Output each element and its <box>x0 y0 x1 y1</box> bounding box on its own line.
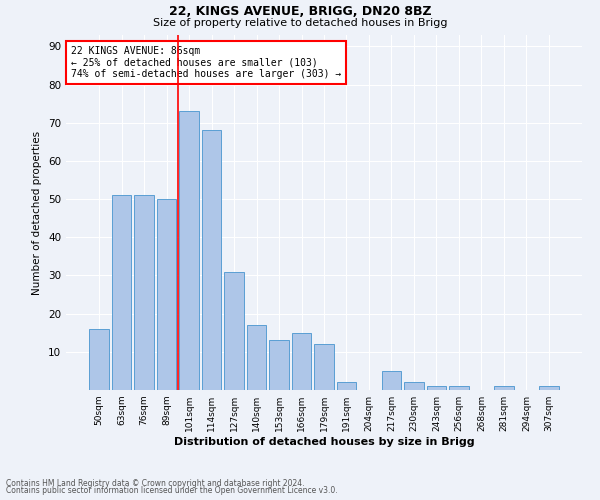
Bar <box>449 386 469 390</box>
Bar <box>314 344 334 390</box>
Bar <box>404 382 424 390</box>
Bar <box>157 199 176 390</box>
Bar <box>269 340 289 390</box>
Bar <box>494 386 514 390</box>
Bar <box>112 196 131 390</box>
Text: Size of property relative to detached houses in Brigg: Size of property relative to detached ho… <box>153 18 447 28</box>
Bar <box>292 332 311 390</box>
Bar <box>89 329 109 390</box>
Text: Contains HM Land Registry data © Crown copyright and database right 2024.: Contains HM Land Registry data © Crown c… <box>6 478 305 488</box>
Bar <box>382 371 401 390</box>
Bar <box>202 130 221 390</box>
X-axis label: Distribution of detached houses by size in Brigg: Distribution of detached houses by size … <box>173 437 475 447</box>
Bar <box>337 382 356 390</box>
Bar <box>539 386 559 390</box>
Bar <box>179 112 199 390</box>
Bar <box>427 386 446 390</box>
Text: 22 KINGS AVENUE: 86sqm
← 25% of detached houses are smaller (103)
74% of semi-de: 22 KINGS AVENUE: 86sqm ← 25% of detached… <box>71 46 341 79</box>
Bar <box>134 196 154 390</box>
Bar <box>247 325 266 390</box>
Y-axis label: Number of detached properties: Number of detached properties <box>32 130 43 294</box>
Bar <box>224 272 244 390</box>
Text: 22, KINGS AVENUE, BRIGG, DN20 8BZ: 22, KINGS AVENUE, BRIGG, DN20 8BZ <box>169 5 431 18</box>
Text: Contains public sector information licensed under the Open Government Licence v3: Contains public sector information licen… <box>6 486 338 495</box>
